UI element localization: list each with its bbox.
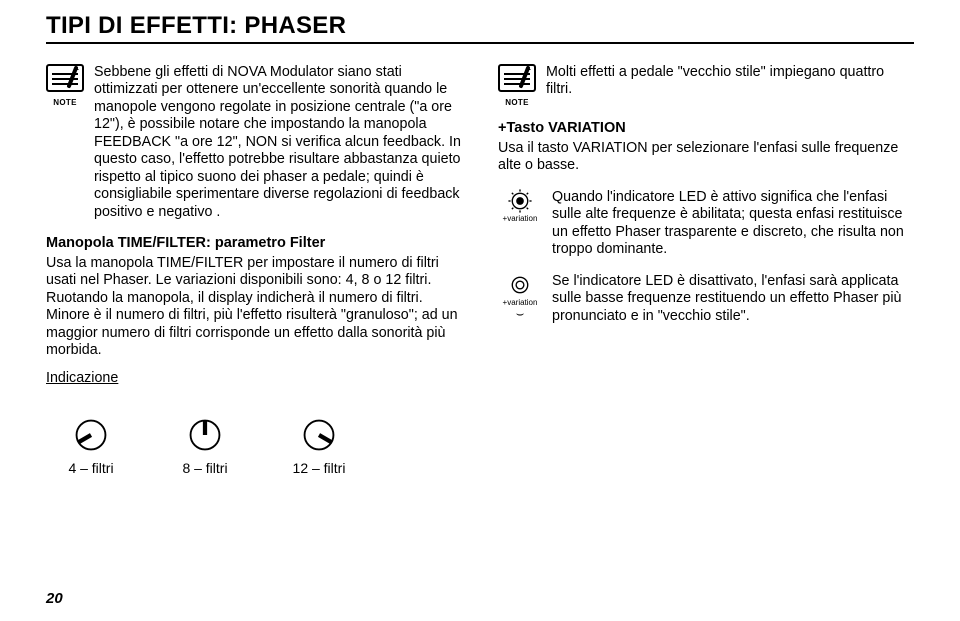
led-off-block: +variation ⌣ Se l'indicatore LED è disat… [498, 273, 914, 325]
note-icon: NOTE [498, 64, 536, 106]
led-off-text: Se l'indicatore LED è disattivato, l'enf… [552, 273, 914, 325]
led-off-arc-icon: ⌣ [498, 309, 542, 318]
knob-4: 4 – filtri [60, 418, 122, 476]
right-column: NOTE Molti effetti a pedale "vecchio sti… [498, 64, 914, 476]
knob-caption: 8 – filtri [174, 460, 236, 476]
page-number: 20 [46, 590, 63, 607]
led-on-text: Quando l'indicatore LED è attivo signifi… [552, 189, 914, 259]
heading-variation: +Tasto VARIATION [498, 120, 914, 136]
knob-12: 12 – filtri [288, 418, 350, 476]
paragraph-variation: Usa il tasto VARIATION per selezionare l… [498, 140, 914, 175]
knob-row: 4 – filtri 8 – filtri 12 – filtri [60, 418, 462, 476]
knob-icon [74, 418, 108, 452]
led-on-block: +variation Quando l'indicatore LED è att… [498, 189, 914, 259]
note-text-right: Molti effetti a pedale "vecchio stile" i… [546, 64, 914, 99]
note-text-left: Sebbene gli effetti di NOVA Modulator si… [94, 64, 462, 221]
knob-8: 8 – filtri [174, 418, 236, 476]
led-off-icon: +variation ⌣ [498, 273, 542, 318]
knob-caption: 4 – filtri [60, 460, 122, 476]
note-icon: NOTE [46, 64, 84, 106]
note-block-right: NOTE Molti effetti a pedale "vecchio sti… [498, 64, 914, 106]
knob-icon [188, 418, 222, 452]
left-column: NOTE Sebbene gli effetti di NOVA Modulat… [46, 64, 462, 476]
indication-label: Indicazione [46, 370, 462, 386]
led-on-icon: +variation [498, 189, 542, 223]
knob-icon [302, 418, 336, 452]
page-title: TIPI DI EFFETTI: PHASER [46, 12, 914, 44]
note-label: NOTE [46, 98, 84, 107]
paragraph-filter: Usa la manopola TIME/FILTER per impostar… [46, 255, 462, 360]
note-block-left: NOTE Sebbene gli effetti di NOVA Modulat… [46, 64, 462, 221]
two-column-layout: NOTE Sebbene gli effetti di NOVA Modulat… [46, 64, 914, 476]
heading-filter-knob: Manopola TIME/FILTER: parametro Filter [46, 235, 462, 251]
note-label: NOTE [498, 98, 536, 107]
knob-caption: 12 – filtri [288, 460, 350, 476]
led-label: +variation [498, 214, 542, 223]
